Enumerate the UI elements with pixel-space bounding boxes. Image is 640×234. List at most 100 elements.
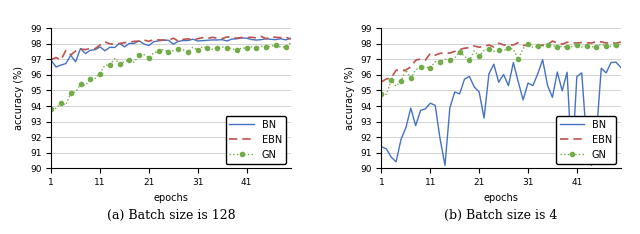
BN [597,67,605,69]
GN [62,103,70,106]
BN [52,66,60,68]
EBN [81,48,89,51]
BN [116,42,124,45]
BN [436,137,444,140]
GN [563,46,571,49]
BN [204,39,211,42]
GN [407,77,415,79]
GN [548,44,556,47]
BN [578,72,586,74]
GN [470,49,478,52]
GN [243,47,250,49]
EBN [272,36,280,39]
BN [583,139,591,142]
GN [287,41,294,44]
GN [402,69,410,71]
EBN [218,37,226,40]
BN [47,59,55,62]
GN [199,45,207,48]
EBN [617,40,625,43]
BN [495,81,502,84]
EBN [544,44,552,46]
GN [612,44,620,46]
EBN [111,43,118,46]
GN [248,45,255,48]
BN [213,39,221,41]
GN [189,46,196,49]
BN [485,73,493,75]
EBN [495,42,502,45]
BN [544,84,552,87]
GN [135,53,143,56]
BN [101,49,109,52]
GN [47,107,55,110]
GN [495,49,502,52]
EBN [519,44,527,47]
BN [529,84,537,87]
Line: EBN: EBN [381,41,621,82]
GN [515,58,522,61]
GN [238,47,246,49]
BN [607,61,615,64]
GN [179,48,187,51]
EBN [554,42,561,44]
BN [588,164,595,167]
GN [101,64,109,66]
GN [96,72,104,75]
EBN [568,41,576,44]
BN [524,82,532,84]
EBN [243,36,250,39]
GN [120,60,128,63]
EBN [490,46,498,48]
BN [515,80,522,83]
EBN [383,78,390,80]
GN [426,67,434,69]
BN [267,38,275,41]
GN [529,46,537,49]
GN [451,57,459,59]
EBN [120,41,128,44]
GN [106,64,114,66]
BN [86,49,94,52]
GN [597,43,605,46]
GN [431,60,439,63]
EBN [397,69,405,72]
GN [392,85,400,88]
GN [397,80,405,82]
EBN [597,40,605,43]
EBN [417,58,424,60]
BN [170,43,177,46]
GN [446,59,454,62]
GN [465,59,473,62]
EBN [387,77,395,79]
BN [120,45,128,48]
GN [588,45,595,48]
BN [57,64,65,66]
BN [81,52,89,55]
GN [131,61,138,64]
EBN [223,36,231,38]
Line: EBN: EBN [51,37,291,60]
GN [583,45,591,48]
BN [465,75,473,78]
EBN [267,36,275,38]
BN [125,42,133,45]
BN [228,38,236,40]
BN [106,46,114,49]
BN [145,44,153,47]
BN [446,106,454,109]
BN [593,134,600,136]
BN [387,156,395,159]
EBN [77,48,84,50]
BN [461,78,468,80]
GN [436,61,444,63]
EBN [563,41,571,44]
GN [504,46,512,49]
EBN [125,41,133,44]
BN [218,38,226,41]
GN [524,43,532,46]
BN [519,99,527,101]
EBN [558,43,566,46]
BN [62,62,70,65]
GN [568,45,576,48]
